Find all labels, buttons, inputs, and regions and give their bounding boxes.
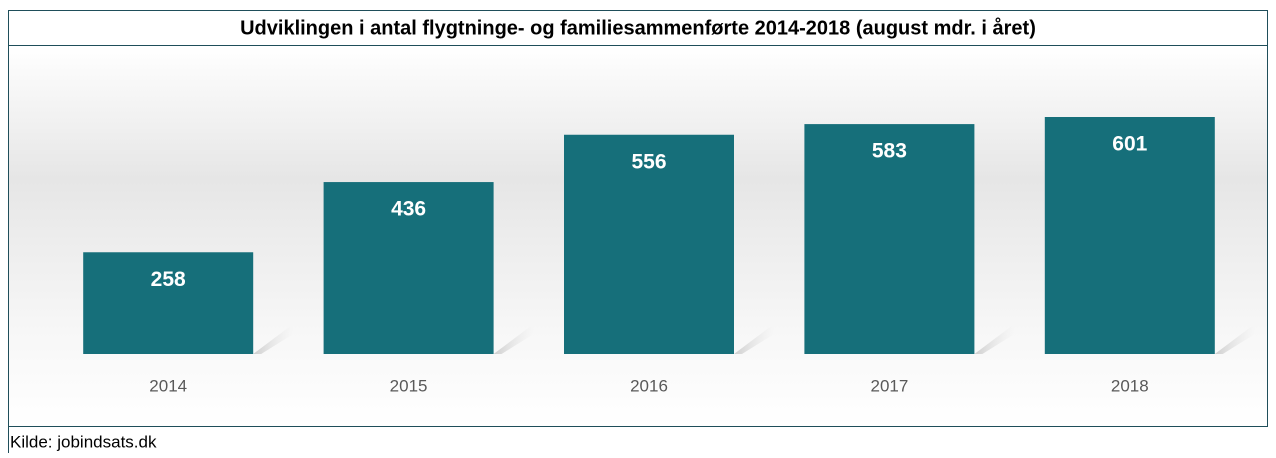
- bar: [804, 124, 975, 354]
- bar-shadow: [1214, 324, 1255, 354]
- bar: [323, 182, 494, 354]
- value-label: 601: [1112, 133, 1147, 156]
- value-label: 258: [151, 268, 186, 291]
- bar: [564, 134, 734, 354]
- bar-shadow: [974, 324, 1015, 354]
- x-tick-label: 2018: [1111, 376, 1149, 395]
- x-tick-label: 2014: [149, 376, 187, 395]
- bar-shadow: [493, 324, 534, 354]
- frame: [8, 10, 1268, 427]
- x-tick-label: 2016: [630, 376, 668, 395]
- bar: [83, 252, 254, 354]
- bar-shadow: [734, 324, 774, 354]
- value-label: 556: [631, 150, 666, 173]
- chart-title: Udviklingen i antal flygtninge- og famil…: [240, 16, 1036, 39]
- x-tick-label: 2015: [390, 376, 428, 395]
- value-label: 583: [872, 140, 907, 163]
- source-note: Kilde: jobindsats.dk: [10, 432, 157, 451]
- value-label: 436: [391, 198, 426, 221]
- bar: [1044, 117, 1215, 354]
- x-tick-label: 2017: [870, 376, 908, 395]
- bar-shadow: [253, 324, 294, 354]
